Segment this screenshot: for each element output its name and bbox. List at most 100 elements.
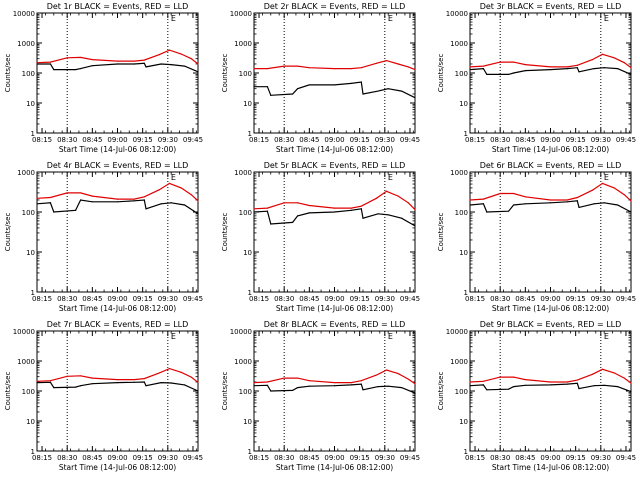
data-point: [360, 205, 362, 207]
x-tick-label: 08:30: [490, 295, 510, 303]
data-point: [168, 182, 171, 184]
data-point: [333, 382, 336, 384]
data-point: [486, 73, 488, 75]
data-point: [593, 203, 595, 205]
x-axis-label: Start Time (14-Jul-06 08:12:00): [276, 304, 393, 313]
x-tick-label: 08:15: [249, 136, 269, 144]
x-axis-label: Start Time (14-Jul-06 08:12:00): [492, 304, 609, 313]
x-tick-label: 09:45: [400, 136, 420, 144]
data-point: [593, 68, 595, 70]
x-tick-label: 09:00: [540, 136, 560, 144]
x-tick-label: 09:30: [375, 136, 395, 144]
series-line-events: [253, 208, 416, 227]
chart-panel-4: Det 4r BLACK = Events, RED = LLD 1 10 100 10…: [4, 161, 203, 313]
chart-title: Det 4r BLACK = Events, RED = LLD: [47, 161, 189, 170]
data-point: [387, 88, 389, 90]
data-point: [333, 68, 336, 70]
data-point: [80, 375, 82, 377]
data-point: [143, 62, 145, 64]
data-point: [170, 64, 172, 66]
data-point: [143, 59, 145, 61]
data-point: [613, 372, 615, 374]
data-point: [591, 373, 594, 375]
y-tick-label: 1000: [234, 40, 252, 48]
y-tick-label: 100: [455, 388, 468, 396]
y-axis-label: Counts/sec: [221, 213, 229, 252]
x-axis-label: Start Time (14-Jul-06 08:12:00): [59, 145, 176, 154]
data-point: [400, 217, 403, 219]
x-tick-label: 09:15: [566, 136, 586, 144]
event-marker-label: E: [171, 332, 176, 341]
x-tick-label: 08:45: [299, 136, 319, 144]
x-tick-label: 09:30: [591, 136, 611, 144]
y-tick-label: 1: [31, 448, 35, 456]
x-tick-label: 09:45: [616, 136, 636, 144]
data-point: [53, 68, 55, 71]
data-point: [133, 60, 135, 62]
data-point: [469, 199, 471, 201]
x-tick-label: 08:15: [249, 454, 269, 462]
data-point: [397, 63, 399, 65]
data-point: [308, 67, 310, 69]
event-marker-label: E: [604, 173, 609, 182]
y-tick-label: 10: [26, 100, 35, 108]
series-line-lld: [469, 368, 632, 384]
y-tick-label: 10: [243, 100, 252, 108]
data-point: [116, 198, 119, 200]
y-tick-label: 100: [22, 388, 35, 396]
x-tick-label: 09:30: [375, 454, 395, 462]
series-line-events: [37, 62, 199, 73]
data-point: [576, 196, 578, 199]
data-point: [513, 386, 515, 388]
data-point: [482, 68, 485, 70]
data-point: [283, 65, 285, 67]
data-point: [36, 380, 38, 382]
data-point: [513, 192, 515, 195]
data-point: [499, 61, 501, 63]
data-point: [482, 380, 485, 382]
data-point: [601, 368, 604, 370]
x-tick-label: 09:30: [158, 295, 178, 303]
plot-frame: [36, 12, 199, 134]
y-tick-label: 1: [248, 448, 252, 456]
data-point: [499, 376, 501, 378]
data-point: [630, 200, 632, 202]
data-point: [158, 189, 161, 191]
data-point: [513, 376, 515, 378]
x-tick-label: 09:00: [324, 295, 344, 303]
x-tick-label: 08:30: [274, 454, 294, 462]
x-tick-label: 09:00: [107, 295, 127, 303]
data-point: [333, 207, 336, 209]
y-axis-label: Counts/sec: [221, 372, 229, 411]
data-point: [616, 68, 619, 70]
data-point: [549, 66, 552, 68]
data-point: [623, 194, 625, 196]
data-point: [360, 67, 362, 69]
data-point: [297, 202, 299, 204]
data-point: [385, 190, 388, 192]
data-point: [266, 210, 269, 212]
y-tick-label: 1: [464, 448, 468, 456]
data-point: [170, 202, 172, 204]
chart-panel-8: Det 8r BLACK = Events, RED = LLD 1 10 100 10…: [221, 320, 420, 472]
x-tick-label: 08:15: [465, 295, 485, 303]
y-tick-label: 10000: [446, 328, 468, 336]
data-point: [578, 206, 580, 209]
y-tick-label: 100: [455, 70, 468, 78]
data-point: [623, 377, 625, 379]
data-point: [36, 203, 38, 205]
x-tick-label: 09:45: [183, 136, 203, 144]
data-point: [180, 371, 182, 373]
data-point: [197, 390, 199, 392]
data-point: [400, 386, 403, 389]
y-tick-label: 1: [31, 289, 35, 297]
data-point: [524, 64, 526, 66]
data-point: [407, 202, 409, 204]
data-point: [133, 378, 135, 381]
data-point: [190, 58, 192, 60]
x-tick-label: 08:45: [82, 136, 102, 144]
series-line-lld: [469, 182, 632, 202]
data-point: [469, 66, 471, 68]
data-point: [145, 66, 147, 68]
data-point: [158, 372, 161, 374]
